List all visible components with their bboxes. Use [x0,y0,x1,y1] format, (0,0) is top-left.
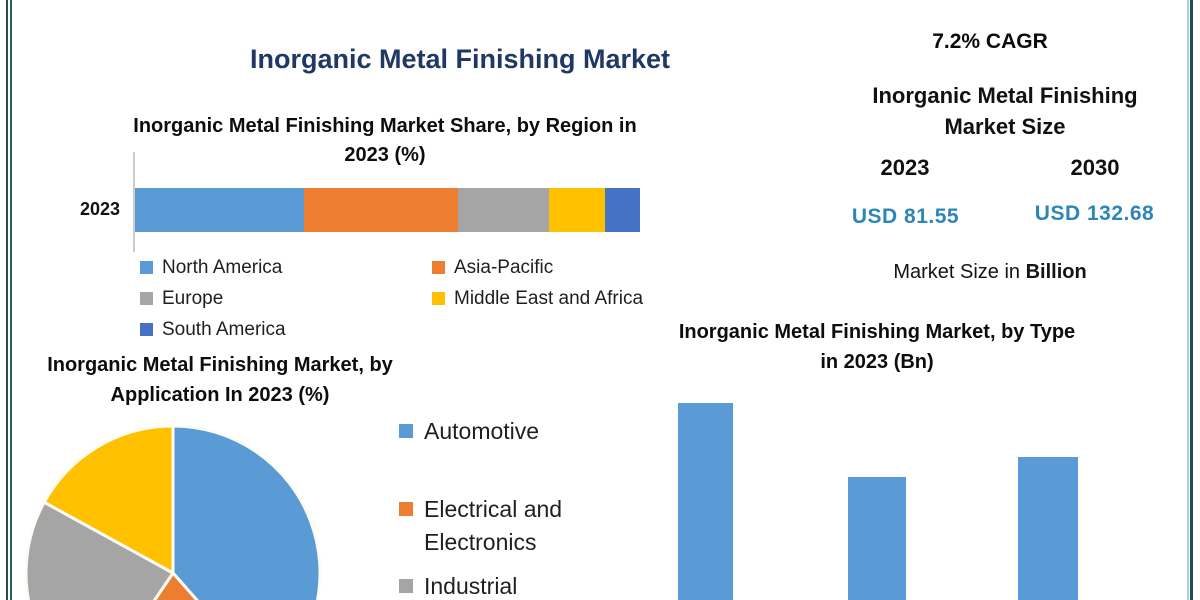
legend-swatch [140,261,153,274]
pie-slice [42,424,175,575]
pie-slice [24,500,175,600]
type-chart-title: Inorganic Metal Finishing Market, by Typ… [678,321,1076,373]
region-legend-item: North America [140,252,432,283]
region-legend: North America Asia-Pacific Europe Middle Ea… [140,252,645,345]
region-legend-item: South America [140,314,432,345]
legend-label: Automotive [424,418,540,444]
application-legend-item: Automotive [399,415,589,448]
type-bar [678,403,733,600]
market-size-title: Inorganic Metal Finishing Market Size [872,83,1138,139]
legend-swatch [399,579,413,593]
right-border-line-light [1187,0,1189,600]
region-year-label: 2023 [79,199,120,219]
left-border-line-outer [6,0,8,600]
application-pie-chart [23,423,323,600]
region-bar-segment [304,188,459,232]
year-2023-label: 2023 [880,155,930,180]
legend-label: Europe [162,287,224,309]
legend-label: South America [162,318,286,340]
application-pie-svg [24,424,322,600]
legend-label: North America [162,256,283,278]
region-legend-item: Middle East and Africa [432,283,645,314]
legend-label: Asia-Pacific [454,256,554,278]
pie-slice [152,571,199,600]
application-chart-title: Inorganic Metal Finishing Market, by App… [47,354,393,406]
legend-swatch [432,292,445,305]
cagr-text: 7.2% CAGR [932,30,1048,53]
application-legend-item: Electrical and Electronics [399,493,589,559]
left-border-line-inner [10,0,12,600]
region-bar-segment [549,188,605,232]
right-border-line-dark [1190,0,1193,600]
usd-2023-value: USD 81.55 [851,205,960,228]
legend-swatch [432,261,445,274]
market-size-note: Market Size in Billion [850,261,1130,284]
legend-swatch [399,424,413,438]
region-legend-item: Asia-Pacific [432,252,645,283]
legend-label: Middle East and Africa [454,287,644,309]
region-stacked-bar [135,188,640,232]
region-bar-segment [135,188,305,232]
market-size-note-prefix: Market Size in [893,261,1026,283]
application-legend-item: Industrial [399,570,589,600]
year-2030-label: 2030 [1070,155,1120,180]
type-bar [1018,457,1078,600]
region-bar-segment [458,188,550,232]
region-chart-axis-line [133,152,135,252]
pie-slice [171,424,322,600]
legend-label: Industrial [424,573,518,599]
type-bar [848,477,906,600]
region-legend-item: Europe [140,283,432,314]
region-bar-segment [604,188,640,232]
legend-swatch [140,292,153,305]
market-size-note-unit: Billion [1025,261,1087,283]
page-title: Inorganic Metal Finishing Market [249,44,671,74]
legend-swatch [399,502,413,516]
legend-swatch [140,323,153,336]
usd-2030-value: USD 132.68 [1034,202,1155,225]
region-chart-title: Inorganic Metal Finishing Market Share, … [133,115,637,166]
legend-label: Electrical and Electronics [424,496,563,555]
